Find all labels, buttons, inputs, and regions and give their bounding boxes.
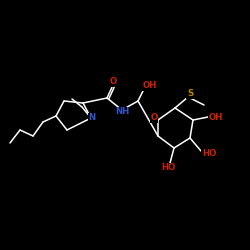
Text: OH: OH: [209, 112, 223, 122]
Text: O: O: [150, 114, 158, 122]
Text: O: O: [110, 78, 116, 86]
Text: HO: HO: [202, 148, 216, 158]
Text: OH: OH: [143, 82, 157, 90]
Text: S: S: [187, 90, 193, 98]
Text: N: N: [88, 114, 96, 122]
Text: HO: HO: [161, 164, 175, 172]
Text: NH: NH: [115, 108, 129, 116]
